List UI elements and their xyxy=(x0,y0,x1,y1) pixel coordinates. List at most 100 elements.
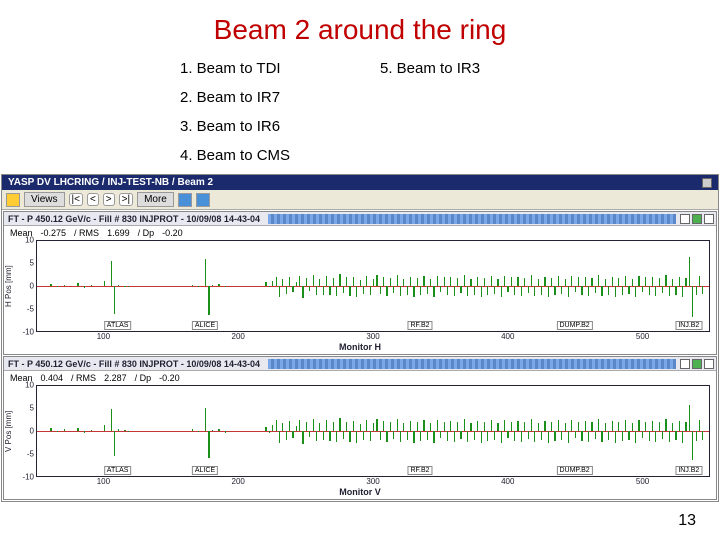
x-tick: 200 xyxy=(171,332,306,341)
data-bar xyxy=(541,431,542,440)
plot-annotation: ATLAS xyxy=(104,321,132,330)
data-bar xyxy=(517,421,518,431)
data-bar xyxy=(477,421,478,431)
plot-annotation: INJ.B2 xyxy=(675,321,702,330)
data-bar xyxy=(541,286,542,295)
data-bar xyxy=(269,286,270,287)
data-bar xyxy=(192,429,193,431)
x-tick: 300 xyxy=(306,332,441,341)
data-bar xyxy=(531,419,532,431)
data-bar xyxy=(286,431,287,440)
toolbar-icon[interactable] xyxy=(196,193,210,207)
data-bar xyxy=(457,422,458,431)
data-bar xyxy=(91,285,92,286)
data-bar xyxy=(346,277,347,286)
toolbar-pill-1[interactable]: |< xyxy=(69,193,83,206)
data-bar xyxy=(444,422,445,431)
yasp-window: YASP DV LHCRING / INJ-TEST-NB / Beam 2 V… xyxy=(1,174,719,502)
stat-rms-label: / RMS xyxy=(71,373,96,383)
toolbar-icon[interactable] xyxy=(178,193,192,207)
data-bar xyxy=(208,286,209,315)
data-bar xyxy=(400,286,401,296)
data-bar xyxy=(423,420,424,431)
data-bar xyxy=(397,275,398,286)
data-bar xyxy=(514,431,515,441)
list-item: 5. Beam to IR3 xyxy=(380,60,580,77)
panel-icon[interactable] xyxy=(692,214,702,224)
data-bar xyxy=(366,420,367,431)
data-bar xyxy=(470,423,471,431)
data-bar xyxy=(558,420,559,431)
stat-mean-value: 0.404 xyxy=(41,373,64,383)
panel-icon[interactable] xyxy=(704,214,714,224)
data-bar xyxy=(511,277,512,286)
data-bar xyxy=(447,286,448,295)
plot-area: H Pos [mm]1050-5-10ATLASALICERF.B2DUMP.B… xyxy=(4,240,716,332)
data-bar xyxy=(272,425,273,431)
data-bar xyxy=(534,286,535,296)
data-bar xyxy=(605,279,606,286)
data-bar xyxy=(507,286,508,292)
data-bar xyxy=(413,431,414,443)
data-bar xyxy=(309,431,310,437)
more-button[interactable]: More xyxy=(137,192,174,207)
plot-canvas[interactable]: ATLASALICERF.B2DUMP.B2INJ.B2 xyxy=(36,240,710,332)
chart-panel: FT - P 450.12 GeV/c - Fill # 830 INJPROT… xyxy=(3,211,717,355)
plot-canvas[interactable]: ATLASALICERF.B2DUMP.B2INJ.B2 xyxy=(36,385,710,477)
toolbar-pill-3[interactable]: > xyxy=(103,193,115,206)
data-bar xyxy=(474,431,475,440)
y-tick: -10 xyxy=(22,473,34,482)
data-bar xyxy=(662,286,663,293)
data-bar xyxy=(494,431,495,440)
data-bar xyxy=(393,431,394,439)
toolbar-pill-4[interactable]: >| xyxy=(119,193,133,206)
data-bar xyxy=(534,431,535,442)
window-titlebar[interactable]: YASP DV LHCRING / INJ-TEST-NB / Beam 2 xyxy=(2,175,718,190)
plot-annotation: DUMP.B2 xyxy=(556,466,592,475)
toolbar-icon[interactable] xyxy=(6,193,20,207)
data-bar xyxy=(198,431,199,432)
data-bar xyxy=(128,431,129,432)
data-bar xyxy=(561,431,562,440)
data-bar xyxy=(528,431,529,439)
data-bar xyxy=(628,286,629,294)
panel-icon[interactable] xyxy=(680,359,690,369)
panel-icon[interactable] xyxy=(680,214,690,224)
data-bar xyxy=(524,422,525,431)
panel-stats: Mean-0.275/ RMS1.699/ Dp-0.20 xyxy=(4,226,716,240)
panel-header-decoration xyxy=(268,214,676,224)
data-bar xyxy=(306,422,307,431)
data-bar xyxy=(685,422,686,431)
data-bar xyxy=(565,423,566,431)
data-bar xyxy=(659,422,660,431)
plot-annotation: ATLAS xyxy=(104,466,132,475)
window-control-icon[interactable] xyxy=(702,178,712,188)
panel-icon[interactable] xyxy=(704,359,714,369)
data-bar xyxy=(682,431,683,443)
data-bar xyxy=(635,431,636,443)
list-column-1: 1. Beam to TDI2. Beam to IR73. Beam to I… xyxy=(180,60,380,164)
data-bar xyxy=(272,281,273,286)
stat-dp-label: / Dp xyxy=(135,373,152,383)
data-bar xyxy=(591,278,592,286)
data-bar xyxy=(501,286,502,297)
toolbar-pill-2[interactable]: < xyxy=(87,193,99,206)
views-button[interactable]: Views xyxy=(24,192,65,207)
data-bar xyxy=(363,286,364,294)
y-tick: 10 xyxy=(25,236,34,245)
data-bar xyxy=(410,277,411,286)
data-bar xyxy=(675,431,676,440)
data-bar xyxy=(689,405,690,431)
data-bar xyxy=(554,286,555,295)
data-bar xyxy=(649,431,650,441)
data-bar xyxy=(507,431,508,438)
data-bar xyxy=(423,276,424,286)
data-bar xyxy=(64,285,65,286)
panel-icon[interactable] xyxy=(692,359,702,369)
plot-annotation: INJ.B2 xyxy=(675,466,702,475)
x-tick: 100 xyxy=(36,477,171,486)
data-bar xyxy=(282,279,283,286)
data-bar xyxy=(578,422,579,431)
data-bar xyxy=(679,277,680,286)
data-bar xyxy=(565,279,566,286)
